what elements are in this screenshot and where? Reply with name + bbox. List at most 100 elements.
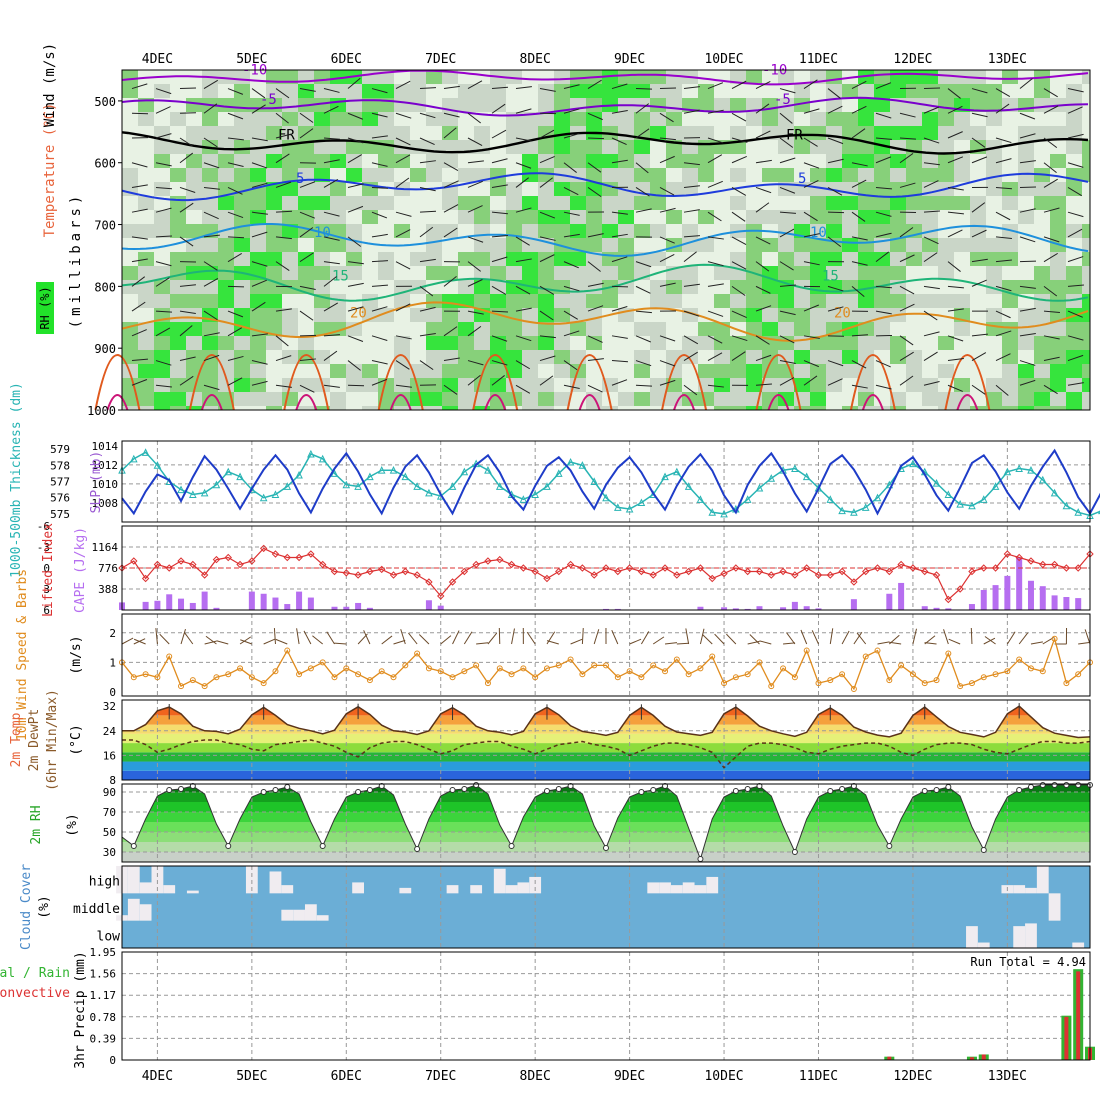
wind-barb <box>635 360 652 367</box>
rh-cell <box>314 210 330 224</box>
rh-cell <box>906 84 922 98</box>
rh-cell <box>186 252 202 266</box>
wind-barb <box>275 236 292 240</box>
wind-barb <box>526 631 536 645</box>
wind-barb <box>443 384 458 395</box>
rh-cell <box>698 322 714 336</box>
rh-cell <box>922 210 938 224</box>
rh-cell <box>1034 378 1050 392</box>
rh-cell <box>874 98 890 112</box>
wind-barb <box>683 162 700 166</box>
thickness-point <box>850 508 858 516</box>
date-label-top: 5DEC <box>236 52 267 67</box>
lifted-index-point <box>555 567 563 576</box>
wind-barb <box>683 209 700 213</box>
rh-cell <box>186 98 202 112</box>
rh-cell <box>842 84 858 98</box>
wind-barb <box>515 86 532 90</box>
rh-cell <box>490 238 506 252</box>
rh-cell <box>922 112 938 126</box>
rh-cell <box>458 252 474 266</box>
wind-barb <box>683 251 697 263</box>
cape-bar <box>791 601 798 610</box>
wind-barb <box>275 384 292 388</box>
wind-barb <box>443 276 457 287</box>
rh-cell <box>506 294 522 308</box>
rh-cell <box>314 140 330 154</box>
lifted-index-point <box>248 557 256 565</box>
rh-cell <box>650 280 666 294</box>
wind-barb <box>755 335 770 345</box>
rh-cell <box>202 350 218 364</box>
rh-cell <box>506 126 522 140</box>
thickness-point <box>590 477 599 485</box>
wind-barb <box>593 629 600 645</box>
rh-cell <box>698 84 714 98</box>
wind-barb <box>408 632 418 645</box>
wind-barb <box>275 308 292 312</box>
wind-barb <box>515 207 532 213</box>
wind-barb <box>155 261 172 267</box>
rh-tick-label: 70 <box>103 806 116 819</box>
cape-bar <box>260 593 267 610</box>
rh-cell <box>266 126 282 140</box>
wind-barb <box>1067 106 1083 114</box>
thickness-point <box>271 490 280 498</box>
thickness-point <box>696 495 705 503</box>
lifted-index-point <box>425 578 433 586</box>
rh-cell <box>186 294 202 308</box>
date-label-bottom: 13DEC <box>988 1069 1027 1084</box>
wind-barb <box>347 261 364 265</box>
rh-cell <box>634 364 650 378</box>
wind-barb <box>155 207 172 213</box>
rh-cell <box>1018 154 1034 168</box>
rh-cell <box>202 336 218 350</box>
wind-barb <box>1043 236 1060 243</box>
wind-barb <box>467 160 484 164</box>
thickness-point <box>578 461 587 469</box>
millibars-axis-label: (millibars) <box>68 192 84 329</box>
rh-cell <box>954 168 970 182</box>
rh-cell <box>954 154 970 168</box>
rh-cell <box>762 210 778 224</box>
wind-barb <box>452 630 460 645</box>
rh-cell <box>1002 294 1018 308</box>
wind-barb <box>563 84 580 90</box>
wind-barb <box>1067 284 1084 287</box>
wind-barb <box>1019 307 1036 312</box>
rh-cell <box>810 210 826 224</box>
rh-cell <box>890 336 906 350</box>
wind-barb <box>1043 310 1060 314</box>
rh-cell <box>170 308 186 322</box>
wind-speed-point <box>886 677 893 684</box>
wind-barb <box>347 306 364 312</box>
rh-cell <box>794 406 810 410</box>
rh-cell <box>1066 112 1082 126</box>
rh-cell <box>730 364 746 378</box>
wind-barb <box>371 112 388 118</box>
lifted-index-point <box>354 571 362 579</box>
cape-bar <box>850 599 857 610</box>
wind-barb <box>851 285 865 298</box>
lifted-index-tick-label: 0 <box>43 562 50 575</box>
precip-axis-label: 3hr Precip (mm) <box>73 951 88 1068</box>
rh-cell <box>282 350 298 364</box>
wind-barb <box>491 184 508 188</box>
rh2m-unit-label: (%) <box>65 813 80 836</box>
rh-cell <box>810 126 826 140</box>
rh-cell <box>458 308 474 322</box>
rh-cell <box>778 238 794 252</box>
rh-cell <box>154 210 170 224</box>
rh-band <box>122 852 1090 862</box>
wind-barb <box>1067 354 1084 362</box>
rh-cell <box>362 406 378 410</box>
wind-speed-point <box>260 680 267 687</box>
wind-barb <box>491 375 505 386</box>
thickness-point <box>802 472 811 481</box>
wind-barb <box>323 261 340 265</box>
rh-cell <box>986 84 1002 98</box>
slp-axis-label: SLP (mb) <box>89 451 104 514</box>
rh-cell <box>1034 336 1050 350</box>
wind-barb <box>875 285 892 289</box>
wind-axis-label: Wind (m/s) <box>42 43 58 127</box>
